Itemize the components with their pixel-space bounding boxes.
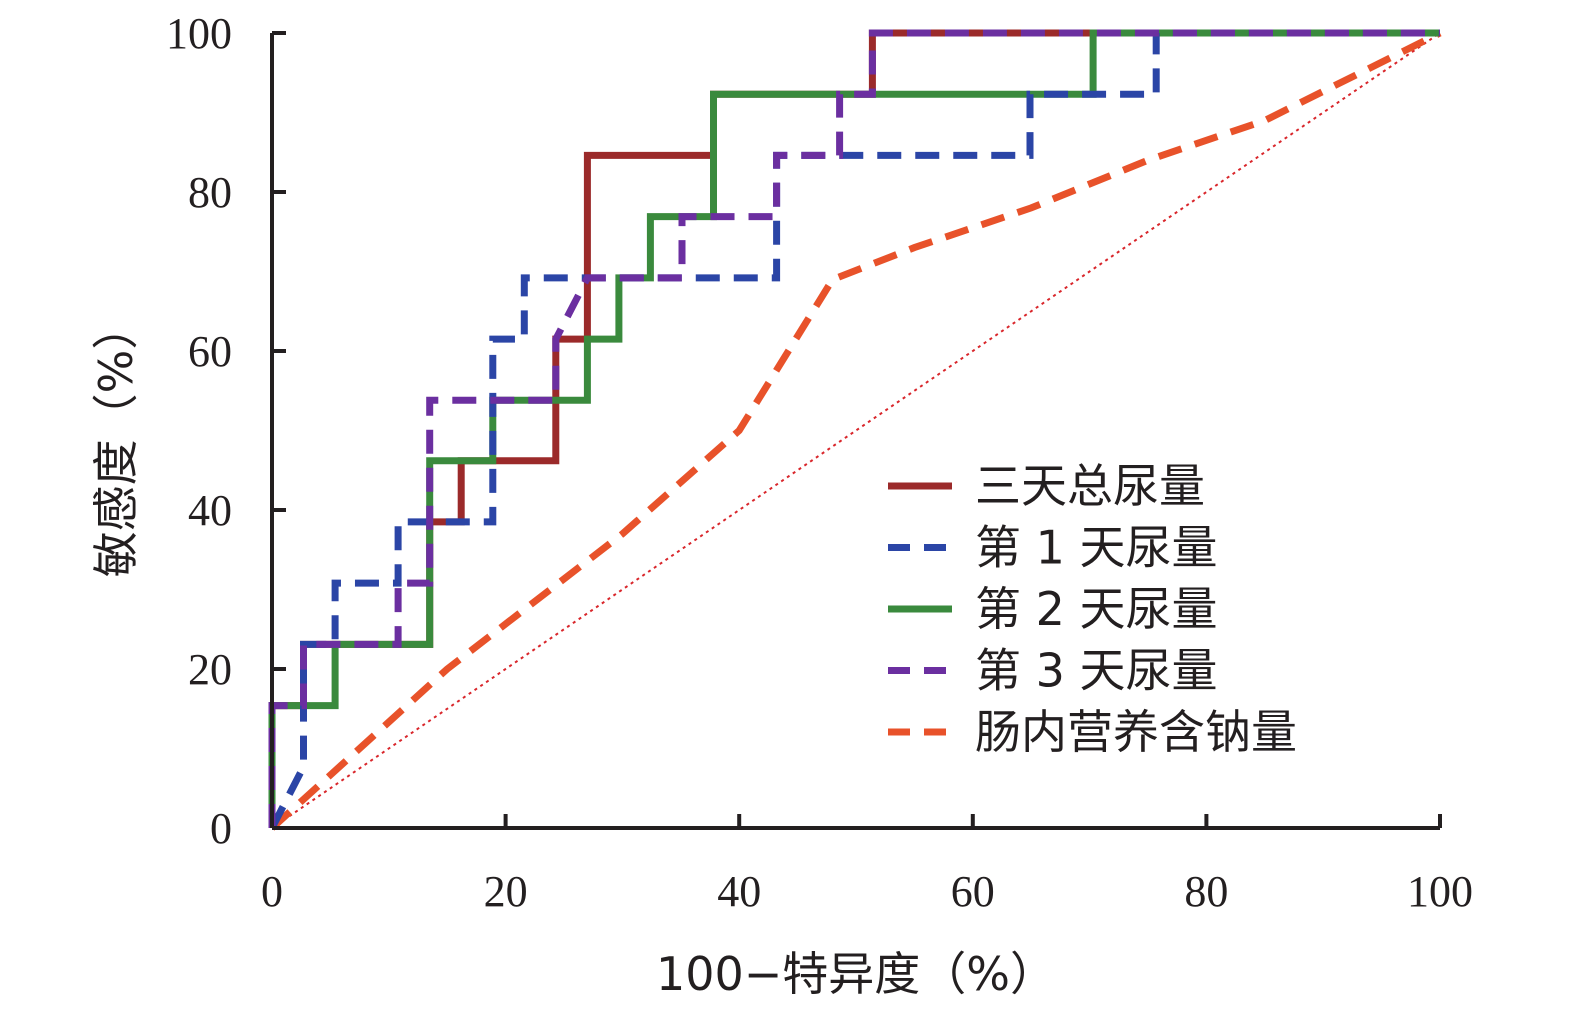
x-tick-label: 80	[1184, 867, 1228, 916]
series-line-5	[269, 29, 1442, 831]
y-tick-label: 60	[188, 327, 232, 376]
legend-label: 第 2 天尿量	[975, 582, 1218, 636]
y-tick-label: 20	[188, 645, 232, 694]
series-line-2	[268, 29, 1440, 830]
y-tick-label: 80	[188, 168, 232, 217]
x-axis-title: 100−特异度（%）	[656, 947, 1056, 1001]
y-tick-label: 100	[166, 9, 232, 58]
x-tick-label: 60	[951, 867, 995, 916]
reference-diagonal-line	[271, 32, 1441, 829]
y-axis-title: 敏感度（%）	[89, 304, 143, 578]
x-tick-label: 40	[717, 867, 761, 916]
series-line-4	[268, 29, 1440, 828]
legend-label: 三天总尿量	[975, 459, 1205, 513]
legend-label: 第 1 天尿量	[975, 521, 1218, 575]
series-layer	[268, 29, 1442, 831]
x-tick-label: 0	[261, 867, 283, 916]
axes-layer: 0 20 40 60 80 100 0 20 40 60 80 100	[166, 9, 1473, 916]
y-tick-label: 0	[210, 804, 232, 853]
legend-label: 第 3 天尿量	[975, 644, 1218, 698]
x-tick-label: 100	[1407, 867, 1473, 916]
legend-label: 肠内营养含钠量	[975, 705, 1297, 759]
y-tick-label: 40	[188, 486, 232, 535]
x-tick-label: 20	[484, 867, 528, 916]
